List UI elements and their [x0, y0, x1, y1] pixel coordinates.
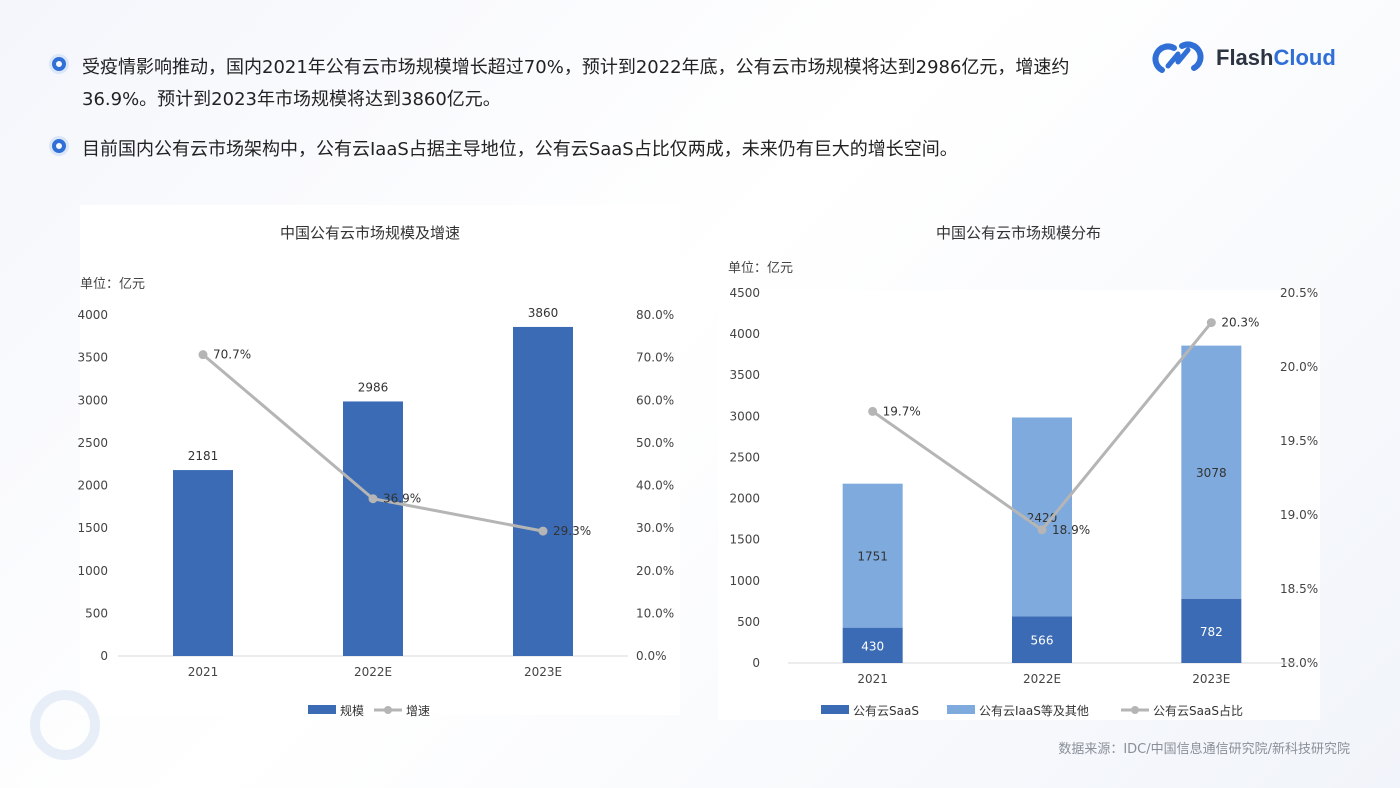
y2-tick-label: 18.5%	[1280, 582, 1318, 596]
bar	[173, 470, 233, 656]
y2-tick-label: 20.0%	[1280, 360, 1318, 374]
legend-swatch	[947, 705, 975, 714]
y2-tick-label: 20.0%	[636, 564, 674, 578]
legend-marker	[1131, 706, 1139, 714]
data-label: 430	[861, 639, 884, 653]
logo-text: FlashCloud	[1216, 45, 1336, 70]
bar	[513, 326, 573, 656]
bullet-1: 受疫情影响推动，国内2021年公有云市场规模增长超过70%，预计到2022年底，…	[52, 52, 1142, 116]
legend-marker	[384, 706, 392, 714]
bar	[343, 401, 403, 656]
chart-title-right: 中国公有云市场规模分布	[936, 224, 1102, 242]
y-tick-label: 1500	[77, 521, 108, 535]
legend-swatch	[308, 705, 336, 714]
bullet-text-2: 目前国内公有云市场架构中，公有云IaaS占据主导地位，公有云SaaS占比仅两成，…	[82, 139, 958, 160]
x-tick-label: 2022E	[1023, 672, 1061, 686]
y2-tick-label: 70.0%	[636, 351, 674, 365]
y-tick-label: 0	[100, 649, 108, 663]
decorative-ring	[30, 690, 100, 760]
unit-label-left: 单位：亿元	[80, 277, 146, 292]
legend-label: 增速	[406, 704, 430, 718]
bar	[842, 483, 903, 628]
legend-label: 公有云SaaS	[853, 704, 919, 718]
y-tick-label: 0	[752, 656, 760, 670]
line-label: 70.7%	[213, 348, 251, 362]
line-label: 18.9%	[1052, 523, 1090, 537]
line-point	[1037, 525, 1047, 535]
x-tick-label: 2022E	[354, 665, 392, 679]
y-tick-label: 1000	[77, 564, 108, 578]
bullet-2: 目前国内公有云市场架构中，公有云IaaS占据主导地位，公有云SaaS占比仅两成，…	[52, 134, 1142, 166]
data-label: 3860	[528, 306, 559, 320]
line-point	[868, 406, 878, 416]
chart-scale-growth: 0 500 1000 1500 2000 2500 3000 3500 4000 0.0% 10.0…	[77, 306, 674, 718]
legend-label: 公有云IaaS等及其他	[979, 704, 1089, 718]
bullet-ring-icon	[52, 139, 66, 153]
y-tick-label: 2000	[77, 479, 108, 493]
y-tick-label: 1500	[729, 533, 760, 547]
x-tick-label: 2023E	[1192, 672, 1230, 686]
data-source: 数据来源：IDC/中国信息通信研究院/新科技研究院	[1058, 742, 1350, 757]
y2-tick-label: 50.0%	[636, 436, 674, 450]
y-tick-label: 500	[737, 615, 760, 629]
bar	[842, 627, 903, 663]
legend-label: 公有云SaaS占比	[1153, 703, 1243, 718]
bar	[1012, 616, 1072, 663]
line-label: 36.9%	[383, 492, 421, 506]
y-tick-label: 4000	[729, 327, 760, 341]
y-tick-label: 3000	[77, 393, 108, 407]
x-tick-label: 2023E	[524, 665, 562, 679]
bar	[1181, 598, 1242, 663]
line-point	[198, 350, 208, 360]
data-label: 3078	[1196, 466, 1227, 480]
data-label: 1751	[857, 550, 888, 564]
data-label: 2986	[358, 380, 389, 394]
line-label: 20.3%	[1221, 316, 1259, 330]
chart-distribution: 0 500 1000 1500 2000 2500 3000 3500 4000 4500 18.0…	[729, 286, 1318, 718]
data-label: 566	[1031, 634, 1054, 648]
y2-tick-label: 80.0%	[636, 308, 674, 322]
data-label: 2181	[188, 449, 219, 463]
y2-tick-label: 0.0%	[636, 649, 667, 663]
x-tick-label: 2021	[188, 665, 219, 679]
unit-label-right: 单位：亿元	[728, 261, 794, 276]
line-point	[368, 494, 378, 504]
line-label: 29.3%	[553, 524, 591, 538]
cloud-link-icon	[1152, 41, 1204, 73]
line-point	[538, 526, 548, 536]
y-tick-label: 2500	[729, 450, 760, 464]
y2-tick-label: 19.5%	[1280, 434, 1318, 448]
y-tick-label: 2000	[729, 492, 760, 506]
y2-tick-label: 19.0%	[1280, 508, 1318, 522]
data-label: 782	[1200, 625, 1223, 639]
line-point	[1206, 318, 1216, 328]
legend-swatch	[821, 705, 849, 714]
bullet-ring-icon	[52, 57, 66, 71]
y-tick-label: 2500	[77, 436, 108, 450]
y-tick-label: 3500	[77, 351, 108, 365]
y2-tick-label: 40.0%	[636, 479, 674, 493]
y-tick-label: 3000	[729, 409, 760, 423]
y2-tick-label: 10.0%	[636, 606, 674, 620]
flashcloud-logo: FlashCloud	[1148, 36, 1336, 80]
y-tick-label: 4000	[77, 308, 108, 322]
bar	[1181, 345, 1242, 599]
line-label: 19.7%	[883, 404, 921, 418]
legend-label: 规模	[340, 703, 364, 718]
y2-tick-label: 60.0%	[636, 393, 674, 407]
bullet-text-1: 受疫情影响推动，国内2021年公有云市场规模增长超过70%，预计到2022年底，…	[82, 57, 1070, 110]
x-tick-label: 2021	[857, 672, 888, 686]
chart-title-left: 中国公有云市场规模及增速	[280, 224, 461, 242]
y2-tick-label: 18.0%	[1280, 656, 1318, 670]
y2-tick-label: 20.5%	[1280, 286, 1318, 300]
y-tick-label: 1000	[729, 574, 760, 588]
y-tick-label: 500	[85, 606, 108, 620]
y-tick-label: 4500	[729, 286, 760, 300]
y2-tick-label: 30.0%	[636, 521, 674, 535]
y-tick-label: 3500	[729, 368, 760, 382]
